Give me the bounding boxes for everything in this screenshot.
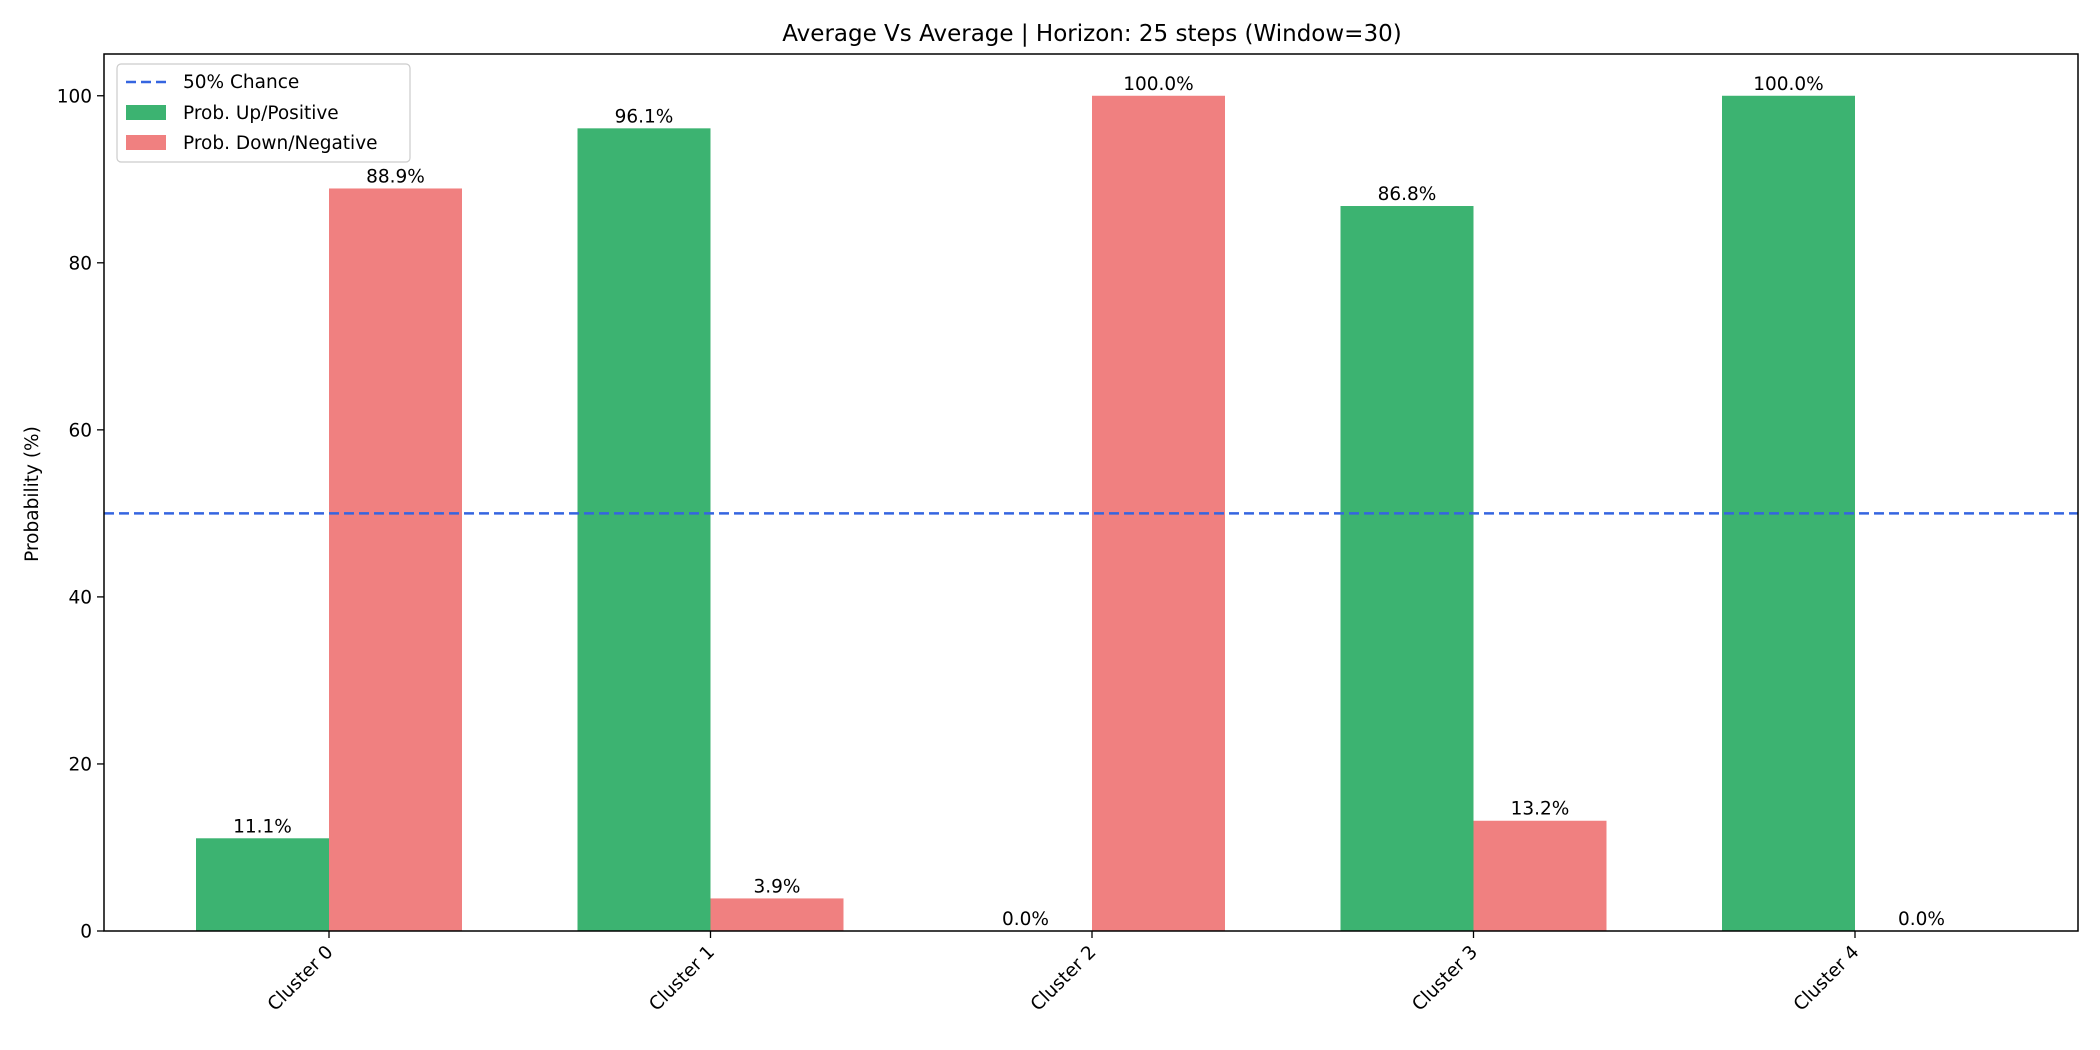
- bar-down-cluster-1: [710, 898, 844, 931]
- legend-label-series-1: Prob. Down/Negative: [183, 133, 378, 154]
- y-tick-label: 20: [68, 754, 92, 775]
- bar-value-label: 13.2%: [1511, 799, 1570, 820]
- bar-value-label: 0.0%: [1898, 909, 1945, 930]
- axes-frame: [103, 53, 2079, 932]
- legend-swatch-series-1: [126, 135, 166, 150]
- y-tick-label: 80: [68, 253, 92, 274]
- y-axis-label: Probability (%): [22, 426, 43, 562]
- y-tick-label: 0: [80, 922, 92, 943]
- x-tick-label: Cluster 3: [1408, 942, 1482, 1016]
- legend-box: [116, 63, 411, 163]
- bar-value-label: 0.0%: [1002, 909, 1049, 930]
- y-tick-label: 40: [68, 587, 92, 608]
- plot-area: 11.1% 96.1% 0.0% 86.8% 100.0% 88.9% 3.9% 100.0%…: [57, 53, 2079, 1016]
- legend-swatch-series-0: [126, 105, 166, 120]
- bar-value-label: 11.1%: [233, 816, 292, 837]
- legend-label-reference: 50% Chance: [183, 72, 299, 93]
- bar-down-cluster-0: [329, 188, 462, 931]
- bar-up-cluster-1: [577, 128, 711, 932]
- bar-value-label: 100.0%: [1123, 74, 1194, 95]
- x-tick-label: Cluster 0: [264, 942, 338, 1016]
- x-tick-label: Cluster 2: [1027, 942, 1101, 1016]
- bar-down-cluster-3: [1473, 820, 1607, 931]
- bar-up-cluster-3: [1340, 206, 1474, 932]
- bar-value-label: 88.9%: [366, 166, 425, 187]
- x-tick-label: Cluster 1: [645, 942, 719, 1016]
- bar-value-label: 100.0%: [1753, 74, 1824, 95]
- x-tick-label: Cluster 4: [1790, 942, 1864, 1016]
- y-tick-label: 60: [68, 420, 92, 441]
- legend-label-series-0: Prob. Up/Positive: [183, 103, 339, 124]
- y-tick-label: 100: [57, 86, 92, 107]
- chart-title: Average Vs Average | Horizon: 25 steps (…: [782, 21, 1401, 47]
- bar-value-label: 86.8%: [1378, 184, 1437, 205]
- legend: 50% Chance Prob. Up/Positive Prob. Down/Ne…: [116, 63, 411, 163]
- bar-value-label: 3.9%: [754, 876, 801, 897]
- bar-up-cluster-0: [196, 838, 329, 931]
- bar-value-label: 96.1%: [615, 106, 674, 127]
